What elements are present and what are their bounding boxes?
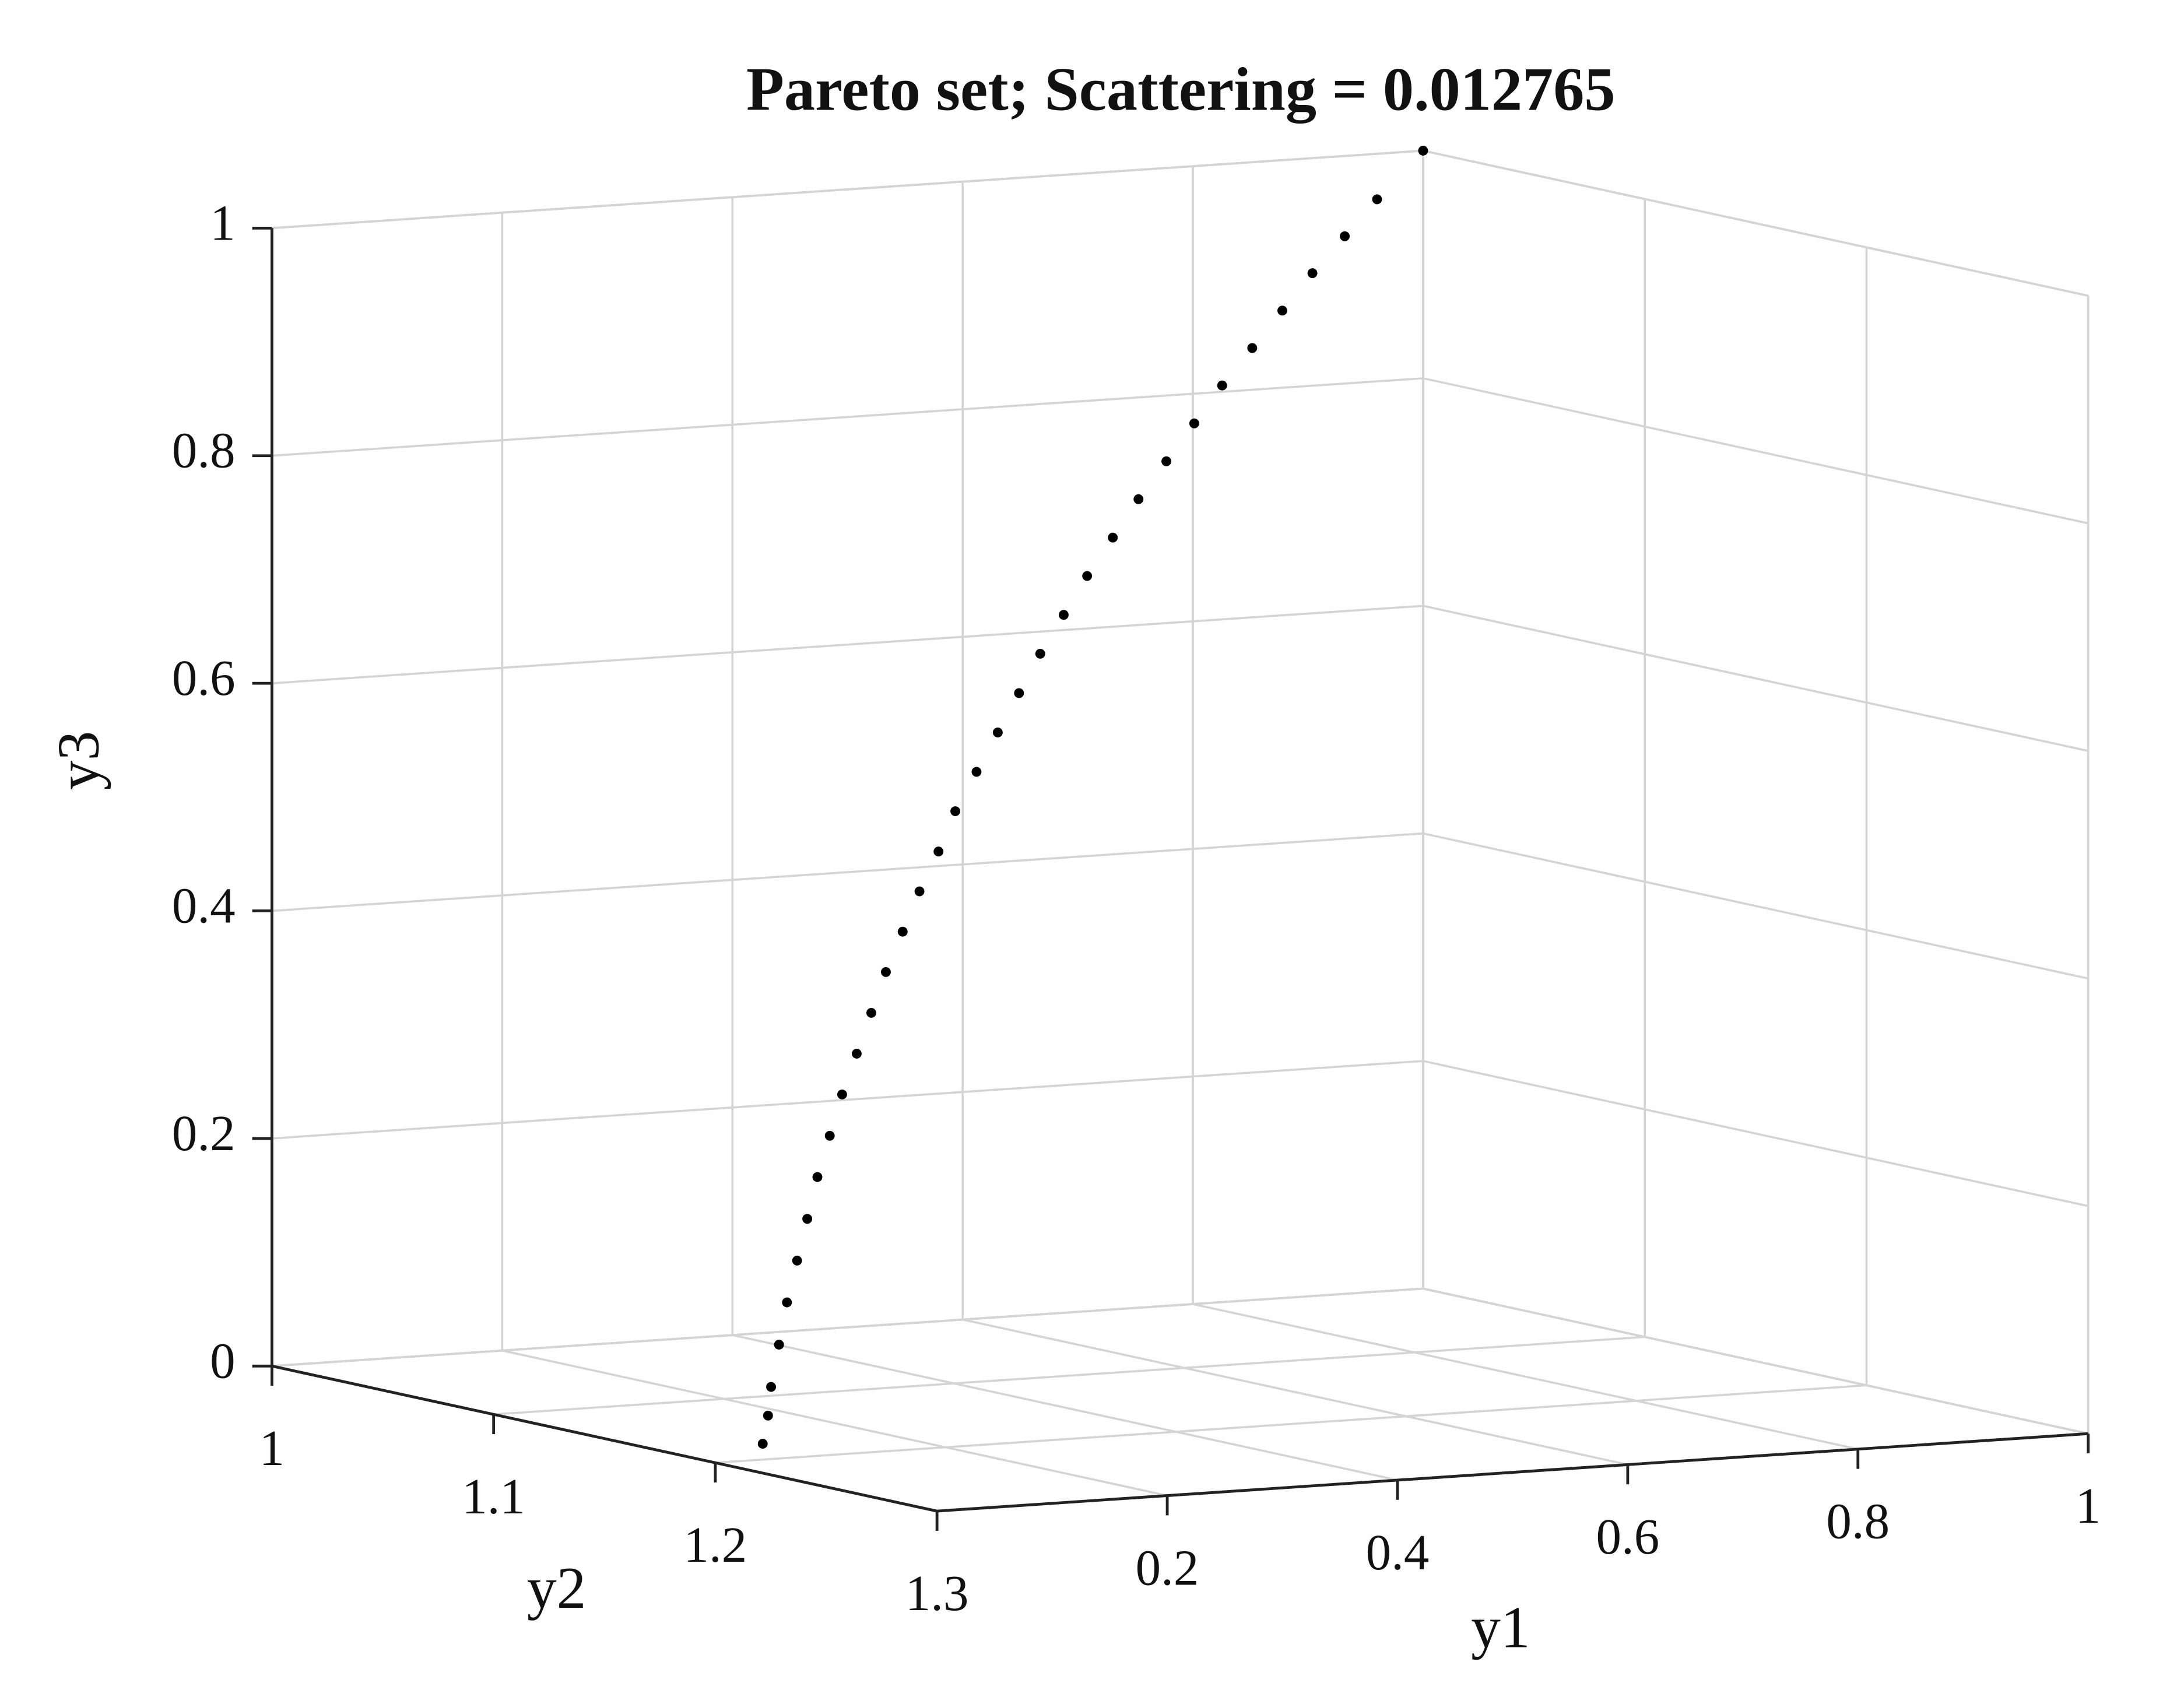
x-axis-label: y1 — [1471, 1595, 1530, 1660]
point — [1418, 146, 1428, 156]
grid-line — [962, 1318, 1628, 1466]
point — [792, 1255, 802, 1266]
point — [897, 926, 908, 937]
point — [766, 1382, 777, 1392]
grid-line — [493, 1336, 1645, 1416]
point — [1035, 648, 1045, 659]
point — [774, 1340, 784, 1350]
point — [812, 1172, 823, 1182]
z-axis-label: y3 — [45, 731, 111, 790]
grid-line — [1192, 1303, 1859, 1450]
y-axis-label: y2 — [527, 1555, 586, 1621]
point — [763, 1410, 773, 1421]
point — [851, 1048, 862, 1059]
point — [824, 1130, 835, 1141]
point — [1372, 194, 1382, 205]
y-tick-label: 1 — [259, 1420, 285, 1476]
x-axis — [936, 1432, 2088, 1513]
point — [757, 1439, 768, 1449]
y-tick-label: 1.3 — [905, 1565, 969, 1621]
y-tick-label: 1.1 — [462, 1468, 525, 1524]
z-tick-label: 0.2 — [172, 1105, 236, 1161]
grid-line — [272, 832, 1424, 912]
grid-line — [1423, 605, 2089, 752]
point — [1108, 532, 1118, 543]
grid-line — [1423, 1287, 2089, 1435]
point — [1082, 571, 1093, 581]
point — [1307, 268, 1318, 279]
point — [866, 1007, 876, 1018]
z-tick-label: 0.8 — [172, 422, 236, 479]
grid-line — [501, 1349, 1168, 1497]
point — [914, 886, 925, 897]
point — [881, 967, 891, 977]
grid-line — [272, 1287, 1424, 1368]
grid-line — [272, 605, 1424, 684]
point — [933, 846, 944, 857]
x-tick-label: 0.4 — [1366, 1524, 1430, 1580]
point — [782, 1297, 792, 1308]
z-tick-label: 0.6 — [172, 649, 236, 706]
x-tick-label: 0.2 — [1136, 1539, 1199, 1596]
chart-title: Pareto set; Scattering = 0.012765 — [746, 55, 1616, 124]
point — [950, 806, 960, 816]
grid-line — [1423, 832, 2089, 980]
grid-line — [732, 1334, 1398, 1481]
point — [1340, 231, 1350, 241]
point — [992, 728, 1003, 737]
point — [1161, 456, 1172, 466]
x-tick-label: 0.8 — [1826, 1493, 1890, 1550]
grid-line — [715, 1384, 1867, 1464]
x-tick-label: 1 — [2076, 1477, 2101, 1534]
point — [971, 767, 982, 777]
point — [1058, 610, 1069, 620]
grid-line — [1423, 1060, 2089, 1207]
point — [1189, 418, 1199, 428]
z-tick-label: 1 — [210, 194, 235, 251]
grid-line — [272, 377, 1424, 457]
grid-line — [1423, 377, 2089, 525]
y-tick-label: 1.2 — [684, 1516, 747, 1573]
grid-line — [1423, 149, 2089, 297]
z-tick-label: 0.4 — [172, 877, 236, 933]
point — [837, 1089, 847, 1099]
point — [1217, 380, 1227, 391]
point — [1014, 688, 1024, 698]
grid-line — [272, 1060, 1424, 1140]
z-tick-label: 0 — [210, 1332, 235, 1389]
point — [1133, 494, 1144, 504]
point — [802, 1214, 813, 1224]
y-axis — [271, 1364, 937, 1513]
point — [1247, 343, 1258, 353]
grid-line — [272, 149, 1424, 230]
x-tick-label: 0.6 — [1596, 1508, 1659, 1565]
point — [1277, 305, 1287, 316]
